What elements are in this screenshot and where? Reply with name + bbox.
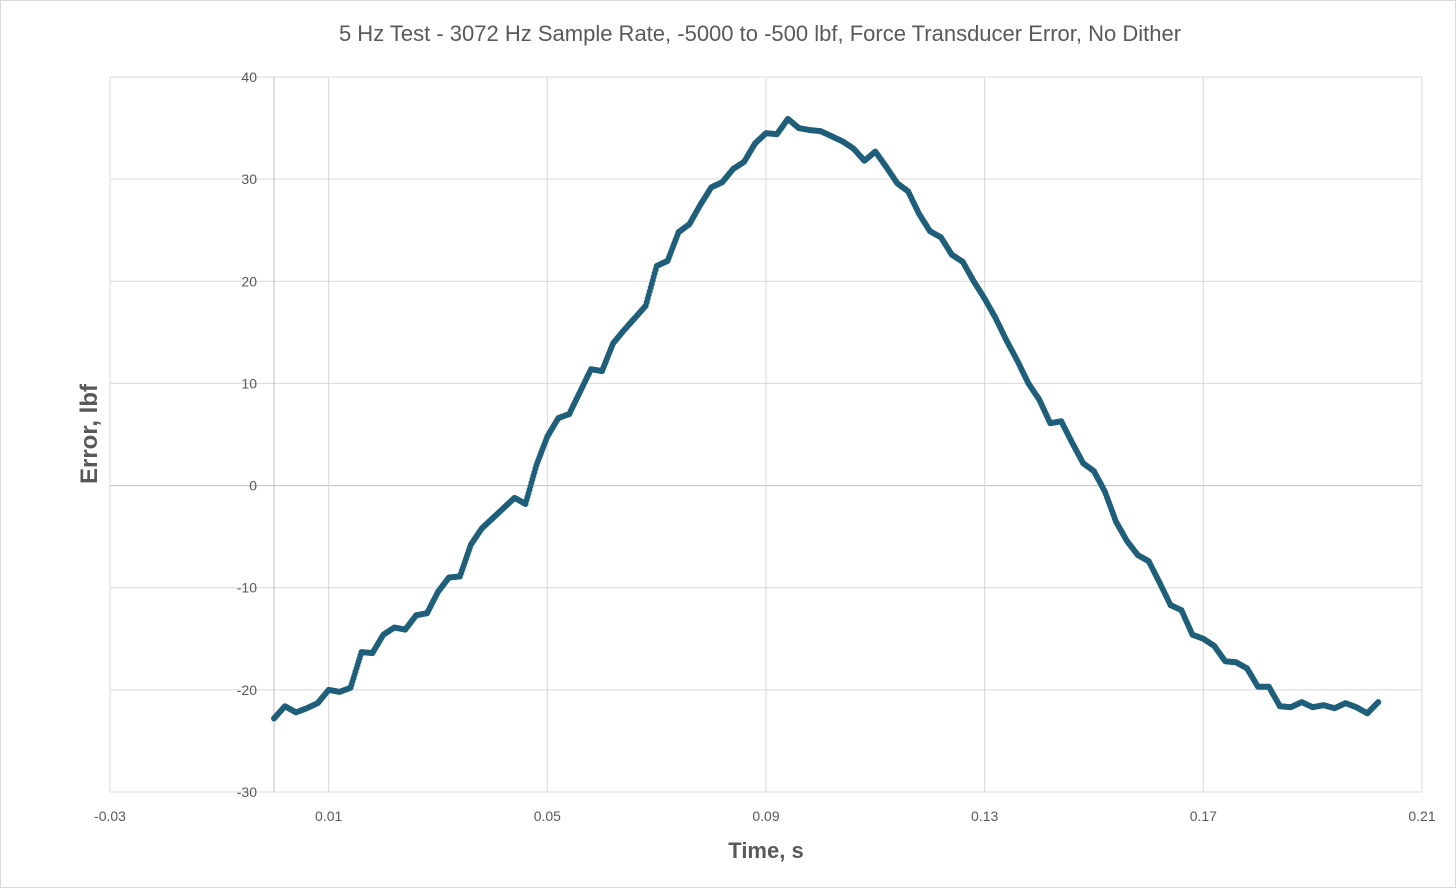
x-tick-label: 0.21 xyxy=(1408,808,1435,824)
x-tick-label: 0.13 xyxy=(971,808,998,824)
y-tick-label: 20 xyxy=(241,273,257,289)
data-series xyxy=(271,115,1382,722)
x-tick-label: 0.09 xyxy=(752,808,779,824)
y-axis-title: Error, lbf xyxy=(76,383,103,484)
data-point xyxy=(1375,699,1382,706)
y-tick-label: 40 xyxy=(241,69,257,85)
tick-labels: -30 -20 -10 0 10 20 30 40 -0.03 0.01 0.05 0.09 0.13 0… xyxy=(94,69,1436,824)
y-tick-label: -20 xyxy=(237,682,257,698)
x-tick-label: 0.05 xyxy=(534,808,561,824)
x-tick-label: 0.17 xyxy=(1190,808,1217,824)
y-tick-label: -10 xyxy=(237,580,257,596)
y-tick-label: 0 xyxy=(249,478,257,494)
y-tick-label: 10 xyxy=(241,375,257,391)
x-tick-label: 0.01 xyxy=(315,808,342,824)
x-axis-title: Time, s xyxy=(728,838,803,863)
grid-lines xyxy=(109,76,1423,793)
y-tick-label: 30 xyxy=(241,171,257,187)
y-tick-label: -30 xyxy=(237,784,257,800)
x-tick-label: -0.03 xyxy=(94,808,126,824)
chart-title: 5 Hz Test - 3072 Hz Sample Rate, -5000 t… xyxy=(339,21,1181,46)
